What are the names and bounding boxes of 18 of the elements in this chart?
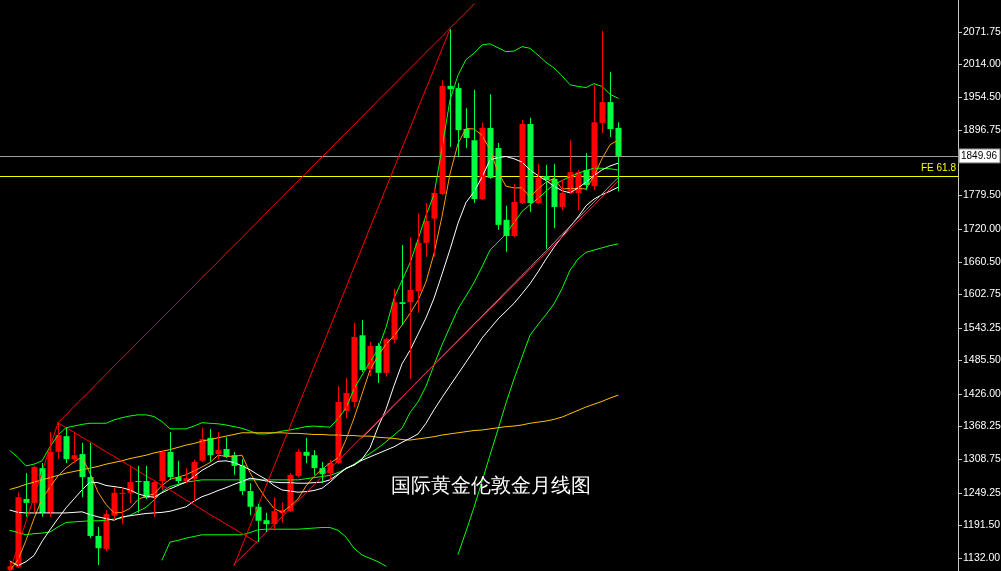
y-tick-label: 1954.50 xyxy=(963,90,1001,103)
y-tick-label: 1720.00 xyxy=(963,222,1001,235)
y-tick-label: 1249.25 xyxy=(963,486,1001,499)
y-tick-label: 1602.75 xyxy=(963,287,1001,300)
y-tick-label: 1485.50 xyxy=(963,353,1001,366)
y-tick-label: 2014.00 xyxy=(963,57,1001,70)
y-tick-label: 1660.50 xyxy=(963,255,1001,268)
ref-line-label: FE 61.8 xyxy=(920,162,957,174)
y-tick-label: 1191.50 xyxy=(963,518,1001,531)
y-tick-label: 1308.75 xyxy=(963,452,1001,465)
y-tick-label: 1543.25 xyxy=(963,321,1001,334)
y-tick-label: 2071.75 xyxy=(963,25,1001,38)
y-tick-label: 1426.00 xyxy=(963,387,1001,400)
y-tick-label: 1368.25 xyxy=(963,419,1001,432)
ref-line-label: 1849.96 xyxy=(961,149,998,161)
y-tick-label: 1896.75 xyxy=(963,123,1001,136)
y-tick-label: 1779.50 xyxy=(963,188,1001,201)
y-tick-label: 1132.00 xyxy=(963,551,1001,564)
